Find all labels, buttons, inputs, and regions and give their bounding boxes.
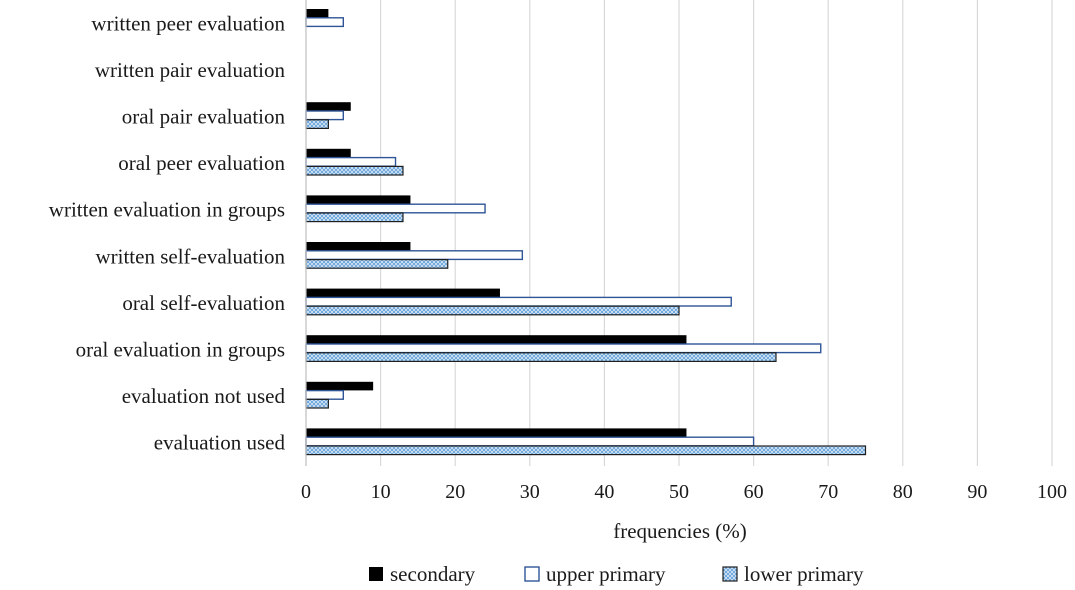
- bar-upper-primary: [305, 436, 755, 447]
- legend-label: lower primary: [744, 562, 864, 586]
- bars: [305, 9, 867, 456]
- category-label: oral self-evaluation: [122, 291, 285, 315]
- bar-secondary: [306, 102, 351, 111]
- bar-upper-primary: [305, 110, 344, 121]
- bar-secondary: [306, 148, 351, 158]
- x-tick-label: 0: [301, 481, 311, 503]
- bar-lower-primary: [305, 165, 404, 176]
- bar-secondary: [306, 242, 411, 251]
- x-tick-label: 50: [669, 481, 689, 503]
- x-tick-label: 70: [818, 481, 838, 503]
- category-label: oral evaluation in groups: [76, 338, 285, 362]
- bar-upper-primary: [305, 343, 822, 354]
- category-label: oral pair evaluation: [122, 105, 286, 129]
- legend-swatch: [722, 566, 738, 582]
- x-tick-label: 10: [371, 481, 391, 503]
- bar-upper-primary: [305, 389, 344, 400]
- category-label: evaluation used: [154, 431, 286, 455]
- x-tick-label: 40: [594, 481, 614, 503]
- bar-upper-primary: [305, 296, 732, 307]
- bar-lower-primary: [305, 119, 329, 130]
- category-label: written pair evaluation: [95, 58, 286, 82]
- bar-upper-primary: [305, 156, 397, 167]
- legend-label: upper primary: [546, 562, 666, 586]
- bar-lower-primary: [305, 259, 449, 269]
- category-label: written peer evaluation: [91, 11, 285, 35]
- x-tick-label: 80: [893, 481, 913, 503]
- x-tick-label: 90: [967, 481, 987, 503]
- x-axis-title: frequencies (%): [613, 519, 747, 543]
- legend-swatch: [524, 566, 540, 582]
- legend-swatch: [369, 567, 383, 581]
- bar-lower-primary: [305, 352, 777, 362]
- gridlines: [380, 0, 1053, 466]
- bar-secondary: [306, 381, 374, 391]
- bar-secondary: [306, 428, 687, 437]
- tick-labels: 0 10 20 30 40 50 60 70 80 90 100: [301, 481, 1067, 503]
- bar-upper-primary: [305, 250, 524, 261]
- bar-lower-primary: [305, 398, 329, 409]
- bar-secondary: [306, 335, 687, 344]
- bar-lower-primary: [305, 445, 867, 456]
- bar-secondary: [306, 288, 500, 298]
- x-tick-label: 30: [520, 481, 540, 503]
- bar-lower-primary: [305, 212, 404, 223]
- bar-lower-primary: [305, 305, 680, 316]
- category-labels: written peer evaluation written pair eval…: [49, 11, 286, 454]
- x-tick-label: 100: [1037, 481, 1067, 503]
- legend: secondary upper primary lower primary: [369, 562, 864, 586]
- category-label: written evaluation in groups: [49, 198, 285, 222]
- x-tick-label: 20: [445, 481, 465, 503]
- category-label: oral peer evaluation: [118, 151, 285, 175]
- bar-upper-primary: [305, 203, 486, 214]
- bar-upper-primary: [305, 17, 344, 28]
- x-tick-label: 60: [744, 481, 764, 503]
- category-label: evaluation not used: [122, 384, 286, 408]
- category-label: written self-evaluation: [95, 244, 285, 268]
- bar-secondary: [306, 195, 411, 204]
- bar-secondary: [306, 9, 329, 18]
- legend-label: secondary: [390, 562, 476, 586]
